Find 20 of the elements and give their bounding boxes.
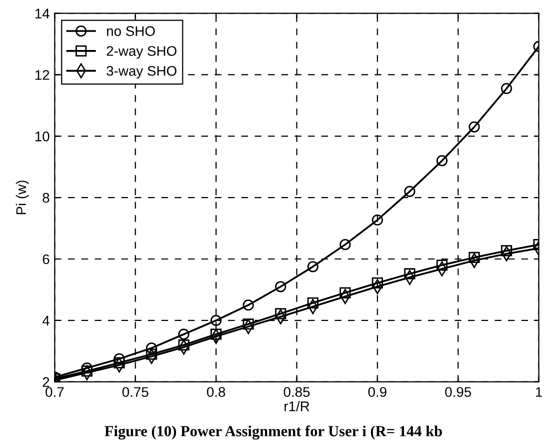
x-tick-label: 0.95 [445, 387, 472, 397]
y-tick-label: 14 [35, 8, 50, 18]
y-tick-label: 6 [42, 254, 50, 264]
legend-label: 2-way SHO [106, 46, 176, 59]
x-tick-label: 0.8 [206, 387, 226, 397]
x-axis-title: r1/R [284, 401, 310, 412]
y-axis-title: Pi (w) [16, 180, 29, 214]
x-tick-label: 0.9 [368, 387, 386, 397]
y-tick-label: 4 [42, 316, 50, 326]
x-tick-label: 0.75 [122, 387, 148, 397]
legend-label: 3-way SHO [106, 66, 176, 79]
legend-label: no SHO [107, 26, 155, 36]
x-tick-label: 1 [536, 387, 542, 397]
y-tick-label: 8 [42, 192, 50, 203]
y-tick-label: 12 [35, 70, 50, 80]
x-tick-label: 0.85 [284, 387, 310, 397]
text: Figure (10) Power Assignment for User i (R= 144 kb [104, 425, 442, 440]
y-tick-label: 10 [35, 131, 50, 142]
x-tick-label: 0.7 [46, 387, 64, 397]
y-tick-label: 2 [42, 377, 50, 387]
